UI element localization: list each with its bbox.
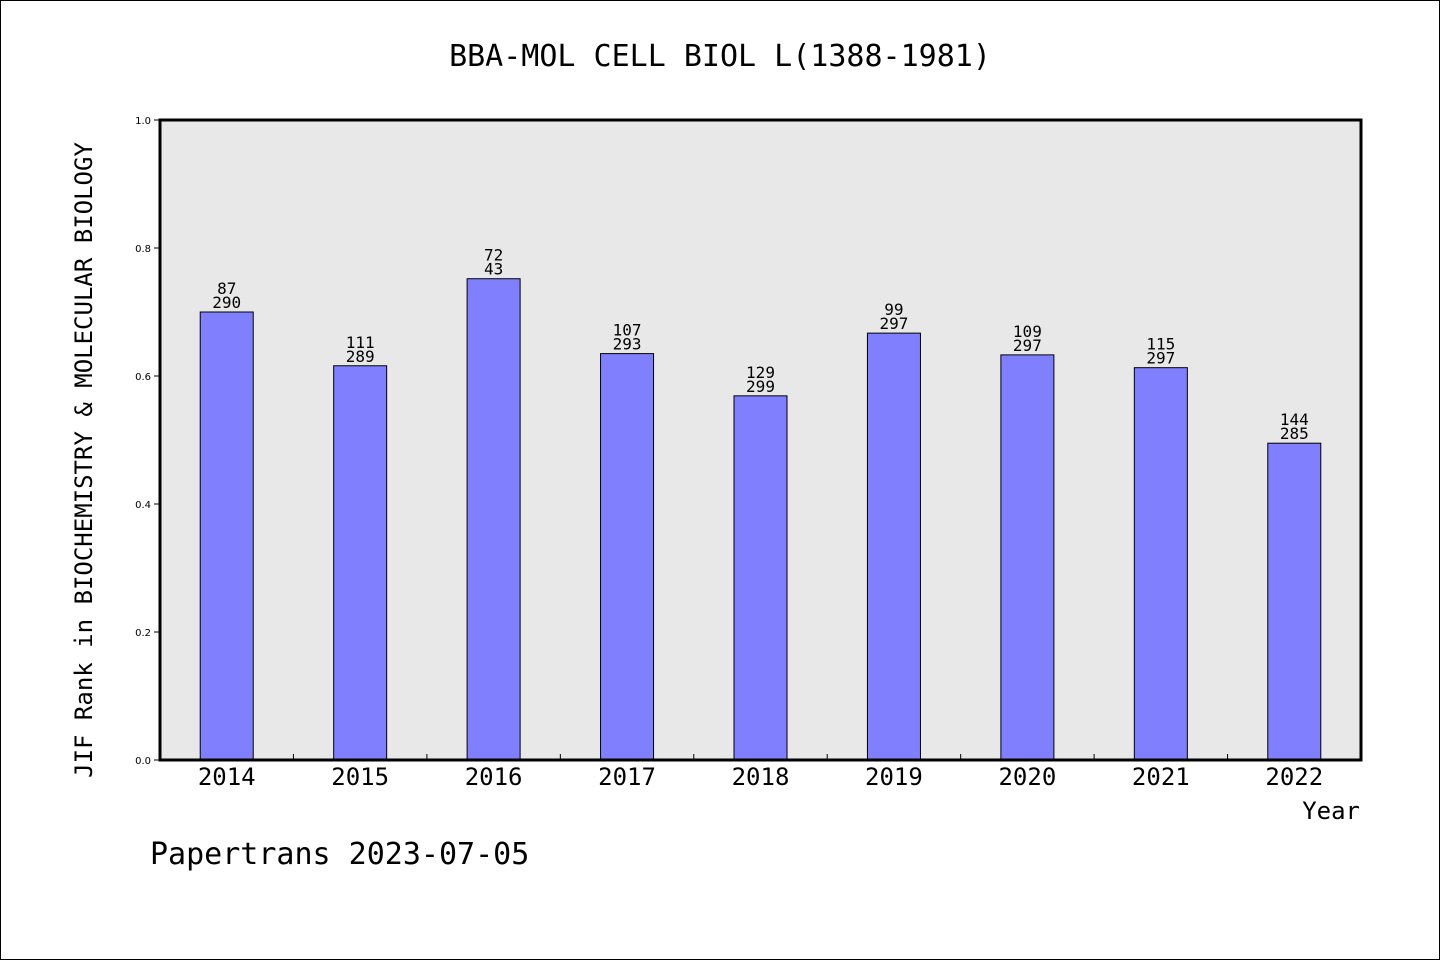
bars-group	[199, 278, 1322, 761]
y-tick-label: 0.4	[135, 500, 151, 511]
bar-total-label: 289	[346, 347, 375, 366]
bar-rank-label: 109	[1013, 322, 1042, 341]
bar-rank-label: 115	[1146, 335, 1175, 354]
bar-total-label: 297	[879, 314, 908, 333]
bar-2021	[1133, 367, 1188, 761]
y-tick-label: 1.0	[135, 116, 151, 127]
x-tick-label: 2015	[331, 763, 389, 791]
x-tick-label: 2019	[865, 763, 923, 791]
y-tick-label: 0.6	[135, 372, 151, 383]
x-tick-label: 2014	[198, 763, 256, 791]
bar-total-label: 297	[1013, 336, 1042, 355]
bar-total-label: 297	[1146, 349, 1175, 368]
bar-2014	[199, 311, 254, 761]
x-tick-label: 2018	[732, 763, 790, 791]
bar-total-label: 299	[746, 377, 775, 396]
bar-total-label: 290	[212, 293, 241, 312]
bar-rank-label: 144	[1280, 410, 1309, 429]
bar-rank-label: 99	[884, 300, 903, 319]
x-tick-label: 2022	[1265, 763, 1323, 791]
bar-2018	[733, 395, 788, 761]
bar-rank-label: 111	[346, 333, 375, 352]
plot-border	[158, 118, 1363, 762]
bar-2016	[466, 278, 521, 761]
bar-total-label: 285	[1280, 424, 1309, 443]
x-axis-label: Year	[1302, 797, 1360, 825]
y-tick-label: 0.0	[135, 756, 151, 767]
bar-2017	[600, 353, 655, 761]
bar-rank-label: 72	[484, 246, 503, 265]
x-axis: 2014 2015 2016 2017 2018 2019 2020 2021 2022	[198, 754, 1323, 791]
bar-total-label: 43	[484, 260, 503, 279]
bar-2019	[866, 332, 921, 761]
x-tick-label: 2021	[1132, 763, 1190, 791]
bar-2022	[1267, 442, 1322, 761]
y-axis: 0.0 0.2 0.4 0.6 0.8 1.0	[135, 116, 160, 767]
bar-rank-label: 129	[746, 363, 775, 382]
bar-total-label: 293	[613, 335, 642, 354]
footer-watermark: Papertrans 2023-07-05	[150, 837, 529, 872]
y-axis-label: JIF Rank in BIOCHEMISTRY & MOLECULAR BIO…	[70, 142, 98, 778]
y-tick-label: 0.2	[135, 628, 151, 639]
x-tick-label: 2017	[598, 763, 656, 791]
bar-rank-label: 87	[217, 279, 236, 298]
bar-rank-label: 107	[613, 321, 642, 340]
chart-title: BBA-MOL CELL BIOL L(1388-1981)	[449, 39, 991, 74]
bar-2015	[333, 365, 388, 761]
bar-2020	[1000, 354, 1055, 761]
x-tick-label: 2016	[465, 763, 523, 791]
y-tick-label: 0.8	[135, 244, 151, 255]
x-tick-label: 2020	[998, 763, 1056, 791]
